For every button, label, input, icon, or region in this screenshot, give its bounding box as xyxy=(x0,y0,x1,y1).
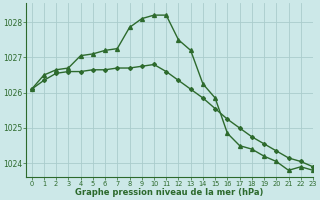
X-axis label: Graphe pression niveau de la mer (hPa): Graphe pression niveau de la mer (hPa) xyxy=(75,188,263,197)
